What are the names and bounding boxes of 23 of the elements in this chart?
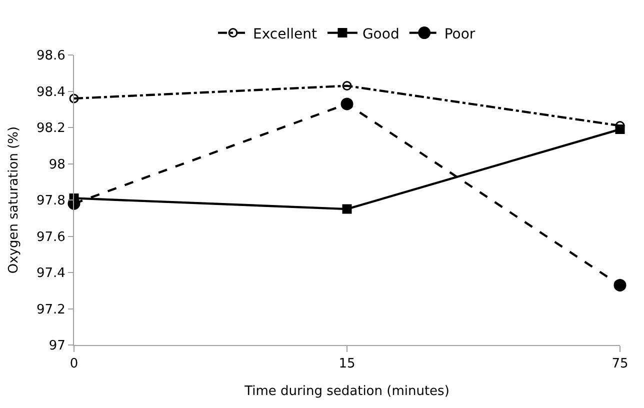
x-tick-label: 75 [612, 356, 628, 372]
legend-label: Poor [444, 26, 476, 42]
legend-label: Excellent [253, 26, 318, 42]
x-tick-label: 0 [70, 356, 78, 372]
y-tick-label: 98.6 [36, 48, 66, 64]
y-tick-label: 97 [48, 338, 66, 354]
legend-label: Good [362, 26, 400, 42]
y-tick-label: 98.4 [36, 84, 66, 100]
point [69, 94, 79, 104]
point [342, 81, 352, 91]
y-axis-title: Oxygen saturation (%) [6, 126, 22, 274]
y-tick-label: 97.8 [36, 194, 66, 209]
y-tick-label: 97.4 [36, 266, 66, 282]
y-tick-label: 97.2 [36, 302, 66, 318]
point [614, 278, 626, 292]
y-tick-label: 98.2 [36, 121, 66, 136]
y-tick-label: 97.6 [36, 230, 66, 245]
point [342, 204, 352, 214]
point [340, 98, 354, 110]
point [615, 124, 625, 134]
x-axis-title: Time during sedation (minutes) [244, 384, 450, 400]
x-tick-label: 15 [338, 356, 356, 372]
y-tick-label: 98 [48, 157, 66, 172]
